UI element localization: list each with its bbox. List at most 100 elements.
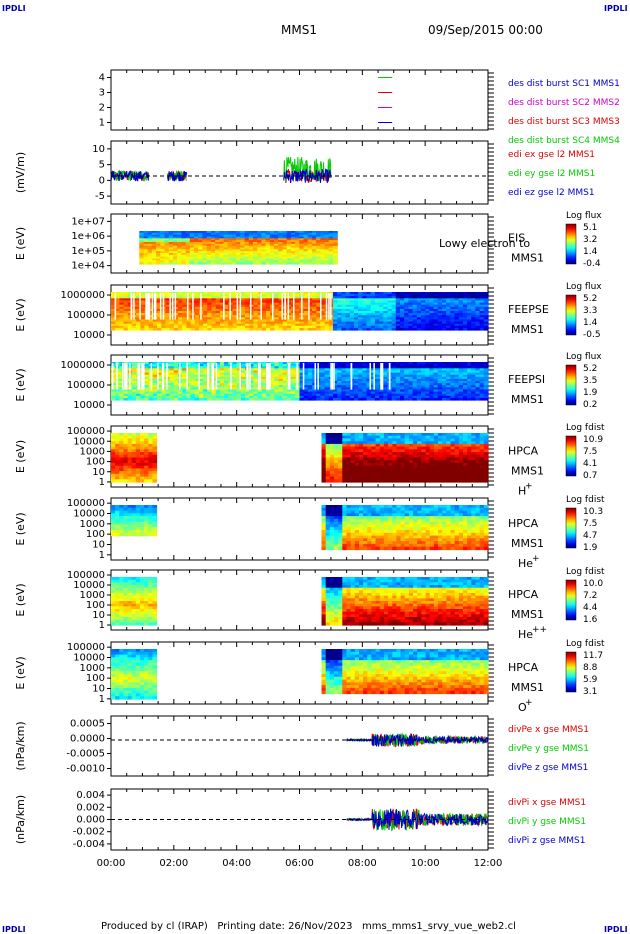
panel-feepse-cell <box>366 327 372 331</box>
panel-feepsi-cell <box>333 362 338 365</box>
panel-hpca-h-cell <box>144 460 149 464</box>
panel-feepsi-cell <box>483 391 489 395</box>
panel-feepse-cell <box>274 300 280 304</box>
panel-feepsi-cell <box>471 395 476 399</box>
panel-feepse-cell <box>157 300 162 304</box>
panel-feepsi-cell <box>441 391 447 395</box>
panel-feepsi-cell <box>232 368 238 371</box>
panel-feepse-cell <box>224 325 229 329</box>
panel-feepse-cell <box>441 315 447 318</box>
panel-eis-cell <box>299 242 305 245</box>
panel-hpca-h-cell <box>123 441 129 445</box>
panel-eis-cell <box>240 253 246 256</box>
panel-eis-cell <box>248 232 254 236</box>
panel-feepse-cell <box>224 327 229 331</box>
panel-feepse-cell <box>266 300 271 304</box>
panel-feepsi-cell <box>400 376 405 380</box>
panel-hpca-h-cell <box>140 471 145 475</box>
panel-eis-cell <box>299 247 305 250</box>
panel-eis-cell <box>248 254 254 258</box>
panel-feepse-cell <box>454 317 460 320</box>
panel-feepse-cell <box>140 313 146 316</box>
panel-feepse-cell <box>421 321 426 325</box>
panel-feepsi-cell <box>152 378 158 382</box>
panel-eis-cell <box>215 254 220 258</box>
panel-feepse-cell <box>165 302 171 306</box>
panel-feepsi-cell <box>286 395 292 399</box>
panel-hpca-h-cell <box>140 433 145 437</box>
panel-feepsi-cell <box>437 397 443 401</box>
panel-feepsi-data-gap <box>373 363 375 390</box>
panel-feepsi-data-gap <box>126 363 128 390</box>
panel-feepse-cell <box>458 321 464 325</box>
panel-feepse-cell <box>115 317 120 320</box>
panel-eis-cell <box>282 242 288 245</box>
panel-feepse-data-gap <box>192 293 194 320</box>
panel-feepse-cell <box>253 296 259 299</box>
panel-feepsi-cell <box>341 385 347 388</box>
panel-feepse-cell <box>194 321 200 325</box>
panel-feepse-cell <box>249 300 254 304</box>
panel-hpca-h-cell <box>338 473 343 478</box>
panel-feepse-data-gap <box>148 293 151 320</box>
panel-feepse-cell <box>299 323 305 327</box>
panel-feepsi-cell <box>286 393 292 397</box>
panel-feepse-cell <box>387 294 393 297</box>
panel-eis-cell <box>219 238 225 241</box>
panel-feepsi-cell <box>274 397 280 401</box>
panel-feepsi-cell <box>228 397 234 401</box>
panel-des-dist-burst-legend-entry: des dist burst SC4 MMS4 <box>508 136 620 146</box>
panel-feepsi-cell <box>395 391 401 395</box>
panel-feepsi-cell <box>437 368 443 371</box>
panel-feepse-cell <box>291 323 296 327</box>
panel-feepse-cell <box>123 298 129 301</box>
panel-feepse-cell <box>186 304 192 308</box>
panel-feepse-cell <box>119 325 125 329</box>
panel-feepse-cell <box>312 323 317 327</box>
panel-eis-cell <box>320 247 326 250</box>
panel-eis-cell <box>143 258 149 261</box>
panel-eis-cell <box>282 254 288 258</box>
panel-eis-cell <box>177 240 182 243</box>
panel-feepse-cell <box>123 317 129 320</box>
panel-feepse-cell <box>165 327 171 331</box>
panel-eis-cell <box>282 231 288 234</box>
panel-feepsi-cell <box>479 395 485 399</box>
panel-hpca-h-cell <box>111 476 116 480</box>
panel-feepse-cell <box>471 304 476 308</box>
panel-eis-cell <box>210 245 216 249</box>
panel-feepse-cell <box>366 292 372 295</box>
panel-feepse-cell <box>467 311 472 314</box>
panel-feepse-cell <box>441 308 447 312</box>
panel-eis-cell <box>177 249 182 252</box>
panel-hpca-h-cell <box>346 438 352 442</box>
panel-feepsi-cell <box>203 397 208 401</box>
panel-feepsi-cell <box>278 381 284 384</box>
panel-hpca-h-cell <box>119 476 124 480</box>
panel-feepse-cell <box>127 315 133 318</box>
panel-feepse-cell <box>337 315 342 318</box>
panel-feepse-cell <box>400 302 405 306</box>
panel-hpca-h-cell <box>338 471 343 475</box>
panel-eis-cell <box>240 251 246 254</box>
panel-feepsi-cell <box>115 389 120 393</box>
panel-feepse-cell <box>224 302 229 306</box>
panel-eis-cell <box>185 253 191 256</box>
panel-feepsi-cell <box>362 378 368 382</box>
panel-eis-cell <box>286 258 292 261</box>
panel-feepse-cell <box>219 319 225 323</box>
panel-feepsi-cell <box>261 387 267 390</box>
panel-feepsi-cell <box>261 376 267 380</box>
panel-hpca-h-cell <box>115 441 120 445</box>
panel-eis-cell <box>202 249 208 252</box>
panel-eis-cell <box>168 245 174 249</box>
panel-feepsi-cell <box>446 364 451 367</box>
panel-feepse-cell <box>219 315 225 318</box>
panel-edi-e-gse-legend-entry: edi ez gse l2 MMS1 <box>508 188 595 198</box>
panel-eis-cell <box>206 256 212 260</box>
panel-eis-colorbar-title: Log flux <box>566 211 602 221</box>
panel-feepsi-cell <box>425 362 430 365</box>
panel-feepse-cell <box>483 317 489 320</box>
panel-feepsi-cell <box>483 385 489 388</box>
panel-feepse-cell <box>379 292 384 295</box>
